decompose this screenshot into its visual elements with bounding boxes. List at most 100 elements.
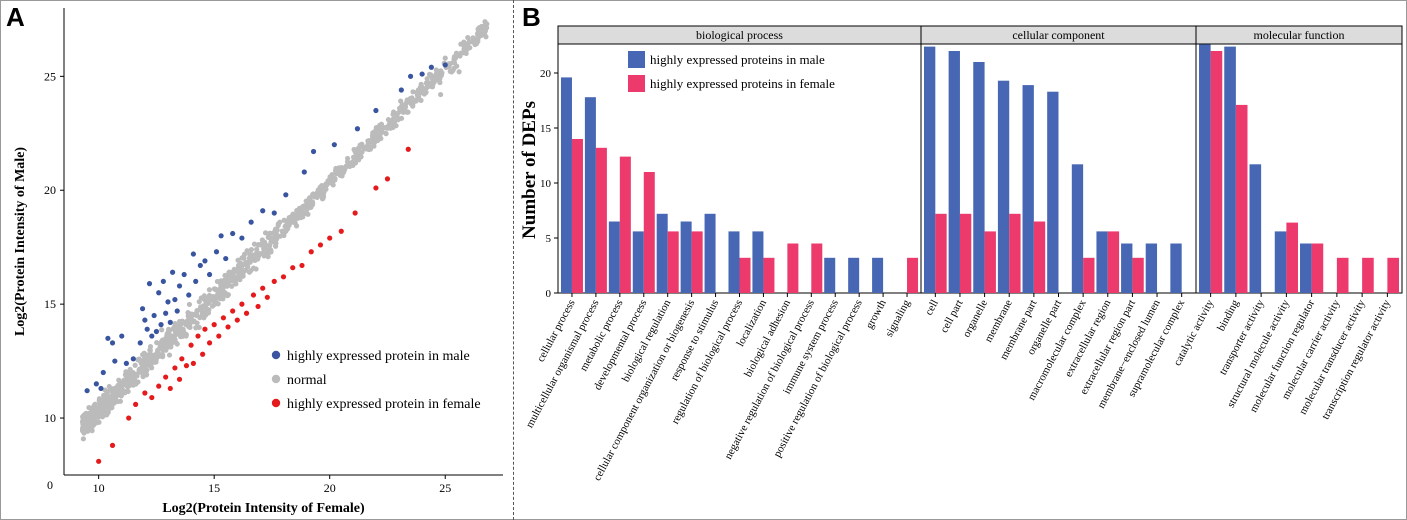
normal-point	[447, 68, 453, 74]
scatter-legend-label: highly expressed protein in female	[287, 397, 481, 412]
series-point	[190, 360, 196, 366]
panel-divider	[513, 0, 514, 520]
series-point	[156, 290, 162, 296]
series-point	[250, 292, 257, 298]
series-point	[172, 296, 178, 303]
normal-point	[364, 143, 370, 150]
normal-point	[398, 115, 405, 121]
bar-y-tick-label: 0	[546, 288, 552, 300]
series-point	[112, 358, 118, 364]
normal-point	[424, 76, 430, 82]
series-point	[109, 340, 116, 346]
normal-point	[308, 204, 314, 211]
bar-female	[1362, 257, 1374, 293]
bar-female	[643, 172, 655, 293]
bar-female	[907, 257, 919, 293]
bar-male	[608, 221, 620, 293]
normal-point	[251, 241, 258, 247]
normal-point	[231, 266, 237, 272]
series-point	[183, 363, 190, 369]
normal-point	[385, 117, 392, 123]
normal-point	[258, 242, 265, 248]
normal-point	[118, 389, 125, 396]
bar-female	[667, 231, 679, 293]
normal-point	[213, 299, 219, 305]
series-point	[216, 333, 222, 339]
bar-female	[1107, 231, 1120, 293]
scatter-x-tick-label: 10	[93, 481, 105, 495]
series-point	[428, 64, 434, 70]
normal-point	[168, 333, 174, 339]
bar-category-label: cell	[923, 298, 941, 318]
series-point	[317, 242, 324, 248]
bar-male	[973, 62, 985, 293]
normal-point	[371, 137, 377, 143]
normal-point	[122, 372, 129, 378]
series-point	[126, 415, 132, 421]
series-point	[398, 87, 404, 93]
normal-point	[467, 45, 473, 51]
bar-male	[584, 97, 596, 293]
series-point	[169, 269, 176, 275]
series-point	[211, 322, 217, 328]
normal-point	[102, 399, 108, 405]
series-point	[230, 308, 236, 314]
scatter-legend-label: highly expressed protein in male	[287, 349, 470, 364]
series-point	[290, 265, 296, 271]
normal-point	[101, 392, 107, 399]
series-point	[105, 335, 111, 341]
normal-point	[194, 309, 200, 316]
normal-point	[365, 138, 371, 144]
normal-point	[306, 198, 313, 205]
bar-male	[728, 231, 740, 293]
normal-point	[223, 292, 229, 298]
normal-point	[81, 412, 87, 418]
normal-point	[111, 391, 117, 398]
scatter-x-tick-label: 20	[324, 481, 336, 495]
bar-female	[1336, 257, 1349, 293]
bar-female	[763, 257, 775, 293]
normal-point	[433, 70, 440, 77]
normal-point	[186, 315, 192, 321]
normal-point	[248, 247, 255, 253]
series-point	[206, 340, 213, 346]
bar-male	[632, 231, 644, 293]
series-point	[338, 228, 344, 234]
series-point	[190, 251, 196, 257]
series-point	[179, 356, 185, 362]
normal-point	[82, 425, 88, 431]
scatter-y-axis-title: Log2(Protein Intensity of Male)	[13, 147, 28, 336]
scatter-y-tick-label: 25	[44, 69, 56, 83]
bar-male	[560, 77, 572, 294]
series-point	[133, 401, 139, 407]
bar-legend-swatch	[628, 51, 645, 68]
normal-point	[475, 28, 482, 34]
normal-point	[166, 352, 173, 358]
normal-point	[378, 121, 385, 127]
series-point	[248, 219, 254, 225]
normal-point	[250, 253, 256, 259]
series-point	[407, 73, 414, 79]
bar-male	[948, 51, 960, 293]
normal-point	[240, 254, 247, 260]
series-point	[188, 342, 194, 348]
normal-point	[413, 98, 419, 104]
normal-point	[452, 55, 458, 61]
panel-label-a: A	[6, 2, 25, 32]
bar-legend-label: highly expressed proteins in male	[650, 52, 825, 67]
normal-point	[275, 222, 281, 229]
series-point	[149, 394, 155, 401]
series-point	[310, 148, 317, 155]
normal-point	[281, 217, 287, 223]
series-point	[283, 192, 289, 198]
bar-male	[1096, 231, 1108, 293]
normal-point	[107, 387, 113, 393]
scatter-y-tick-label: 15	[44, 297, 56, 311]
bar-male	[1249, 164, 1262, 293]
series-point	[139, 306, 146, 312]
normal-point	[201, 315, 207, 321]
bar-y-tick-label: 15	[540, 123, 552, 135]
normal-point	[89, 425, 95, 431]
normal-point	[134, 373, 140, 379]
scatter-origin-label: 0	[47, 478, 53, 492]
